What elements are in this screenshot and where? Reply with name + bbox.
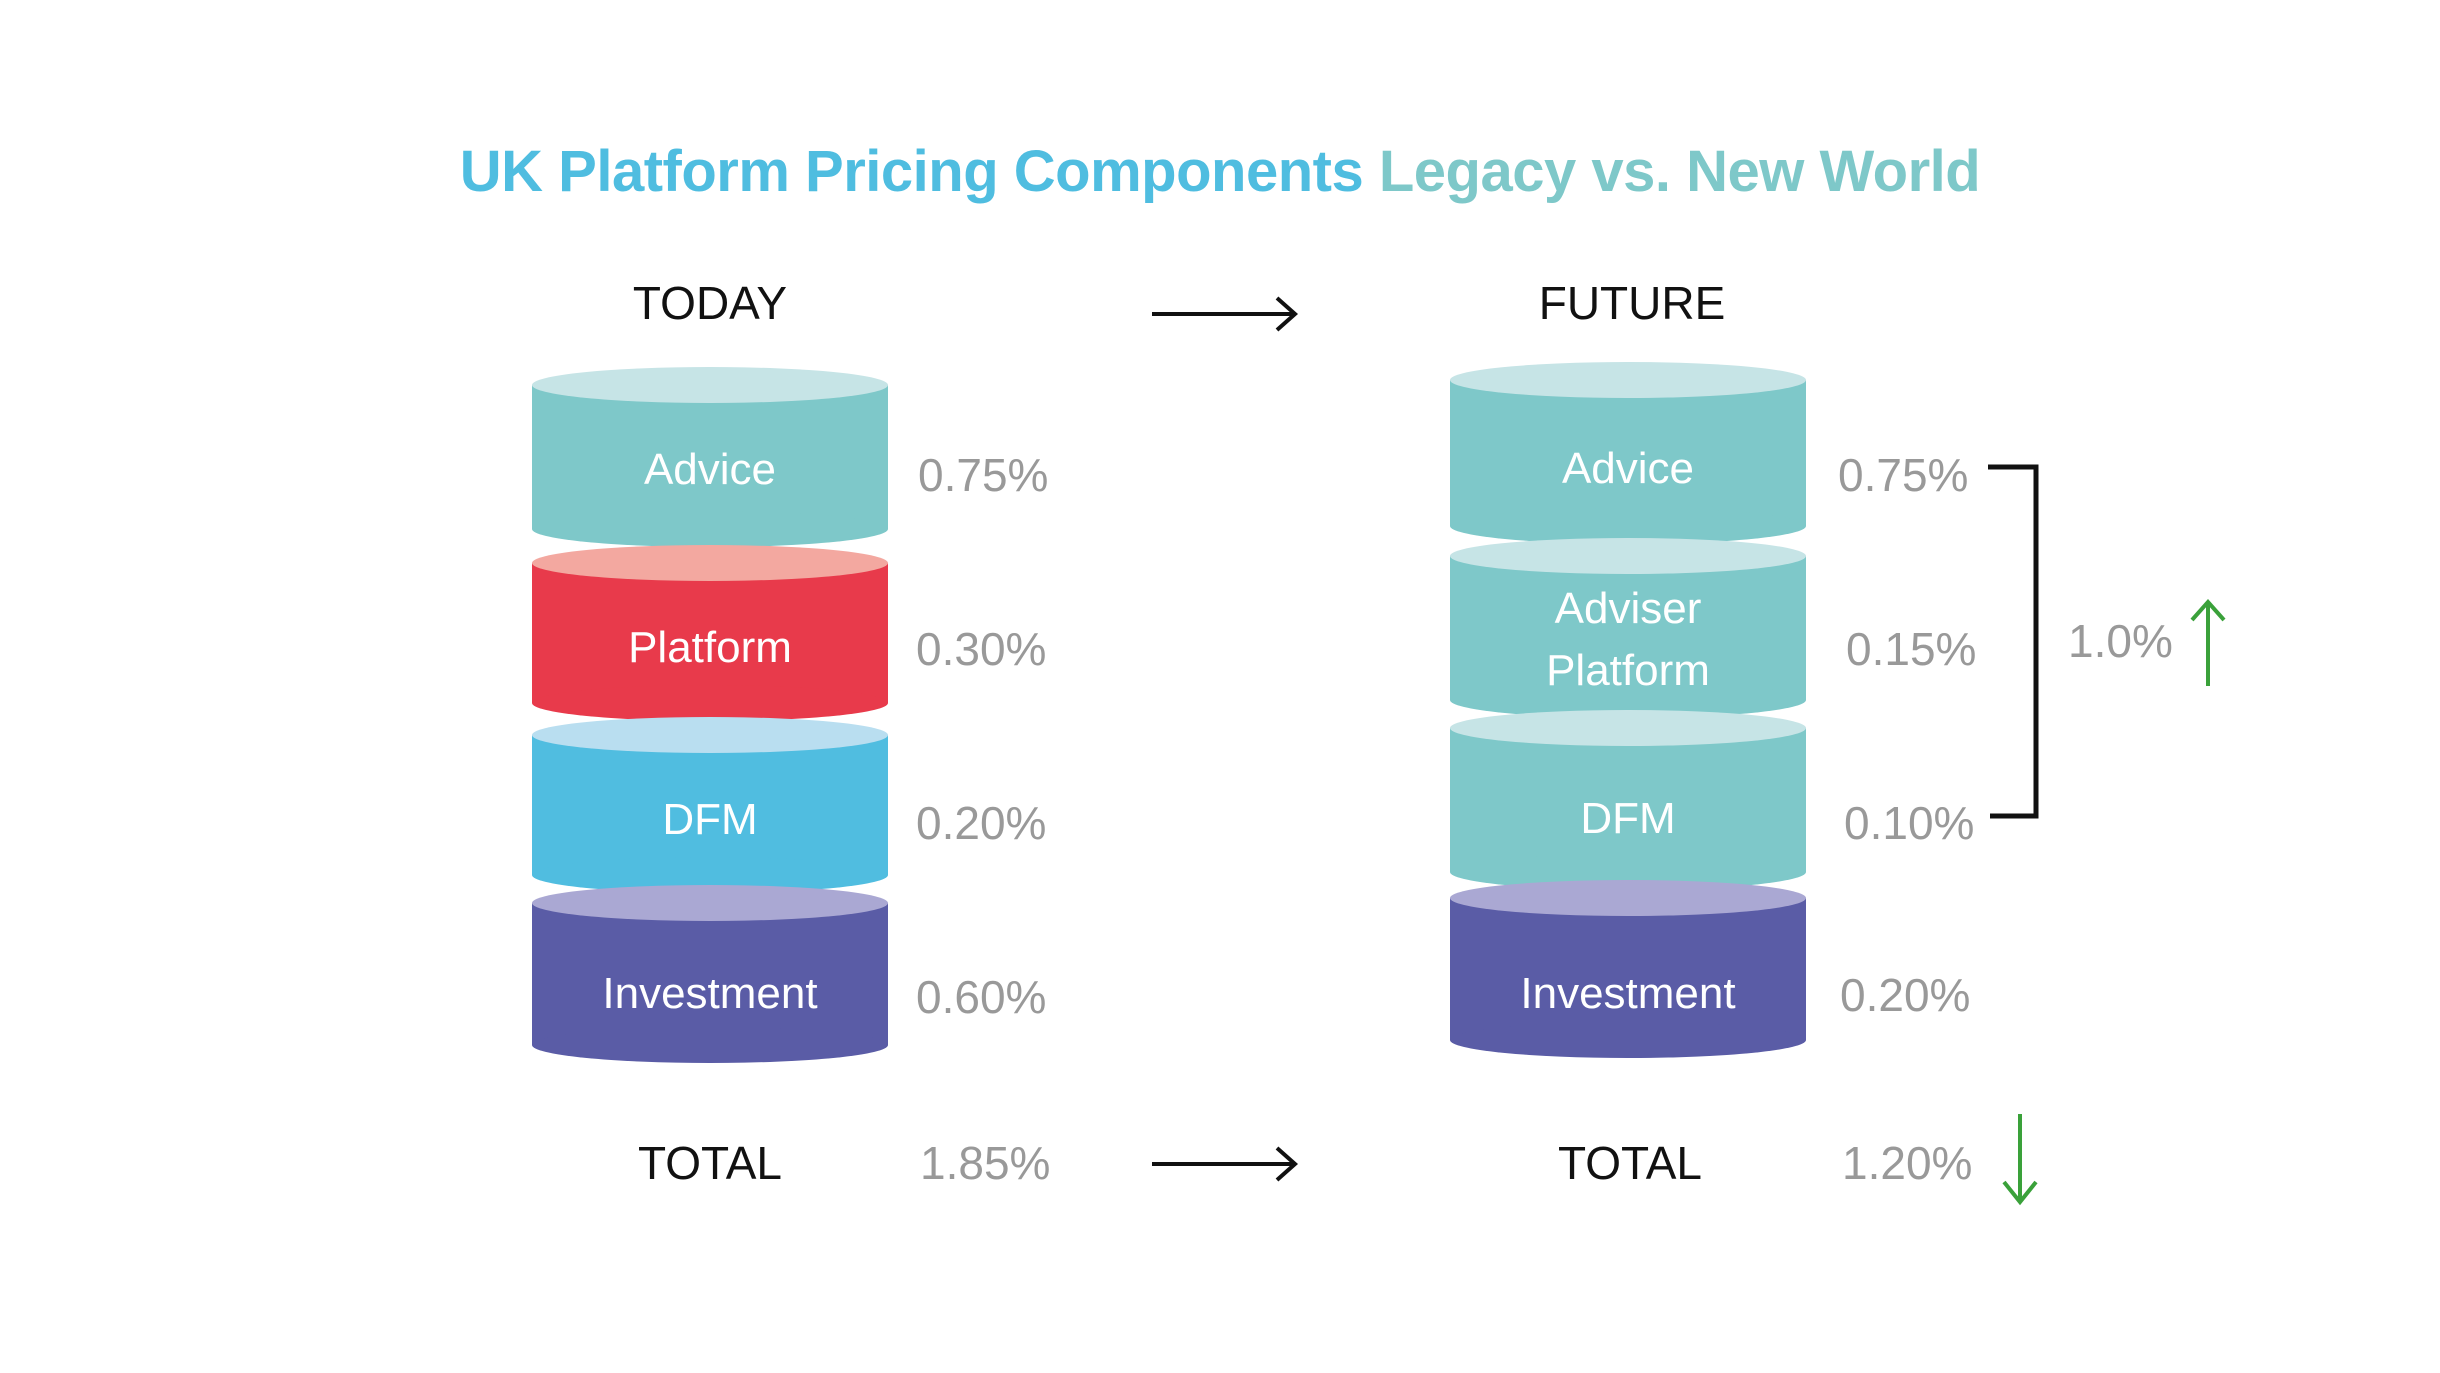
cylinder-label: Advice bbox=[1561, 444, 1695, 493]
today-total-value: 1.85% bbox=[920, 1137, 1051, 1189]
today-cylinder-dfm: DFM bbox=[532, 717, 888, 895]
bracket-value: 1.0% bbox=[2068, 615, 2173, 667]
cylinder-label: Investment bbox=[602, 969, 818, 1018]
today-value-investment: 0.60% bbox=[916, 971, 1047, 1023]
cylinder-label: Advice bbox=[643, 445, 777, 494]
future-value-adviser-platform: 0.15% bbox=[1846, 623, 1977, 675]
future-cylinder-dfm: DFM bbox=[1450, 710, 1806, 890]
future-cylinder-investment: Investment bbox=[1450, 880, 1806, 1060]
today-total-label: TOTAL bbox=[638, 1137, 782, 1189]
today-cylinder-advice: Advice bbox=[532, 367, 888, 547]
cylinder-label-line-2: Platform bbox=[1546, 646, 1710, 695]
today-value-platform: 0.30% bbox=[916, 623, 1047, 675]
bracket-icon bbox=[1988, 464, 2039, 819]
today-header: TODAY bbox=[632, 277, 788, 329]
total-arrow-icon bbox=[1152, 1146, 1299, 1182]
future-value-investment: 0.20% bbox=[1840, 969, 1971, 1021]
future-cylinder-adviser-platform: Adviser Platform bbox=[1450, 538, 1806, 718]
header-arrow-icon bbox=[1152, 296, 1299, 332]
future-total-label: TOTAL bbox=[1558, 1137, 1702, 1189]
cylinder-label: DFM bbox=[1580, 794, 1676, 843]
today-cylinder-platform: Platform bbox=[532, 545, 888, 723]
future-value-advice: 0.75% bbox=[1838, 449, 1969, 501]
future-value-dfm: 0.10% bbox=[1844, 797, 1975, 849]
down-arrow-icon bbox=[2002, 1114, 2038, 1206]
today-value-advice: 0.75% bbox=[918, 449, 1049, 501]
cylinder-label-line-1: Adviser bbox=[1554, 584, 1702, 633]
page-title: UK Platform Pricing Components Legacy vs… bbox=[0, 138, 2440, 205]
today-value-dfm: 0.20% bbox=[916, 797, 1047, 849]
future-total-value: 1.20% bbox=[1842, 1137, 1973, 1189]
cylinder-label: DFM bbox=[662, 795, 758, 844]
future-cylinder-advice: Advice bbox=[1450, 362, 1806, 544]
future-header: FUTURE bbox=[1538, 277, 1726, 329]
title-part-1: UK Platform Pricing Components bbox=[459, 139, 1364, 204]
title-part-2: Legacy vs. New World bbox=[1378, 139, 1981, 204]
today-cylinder-investment: Investment bbox=[532, 885, 888, 1065]
cylinder-label: Platform bbox=[628, 623, 792, 672]
cylinder-label: Investment bbox=[1520, 969, 1736, 1018]
up-arrow-icon bbox=[2190, 598, 2226, 686]
